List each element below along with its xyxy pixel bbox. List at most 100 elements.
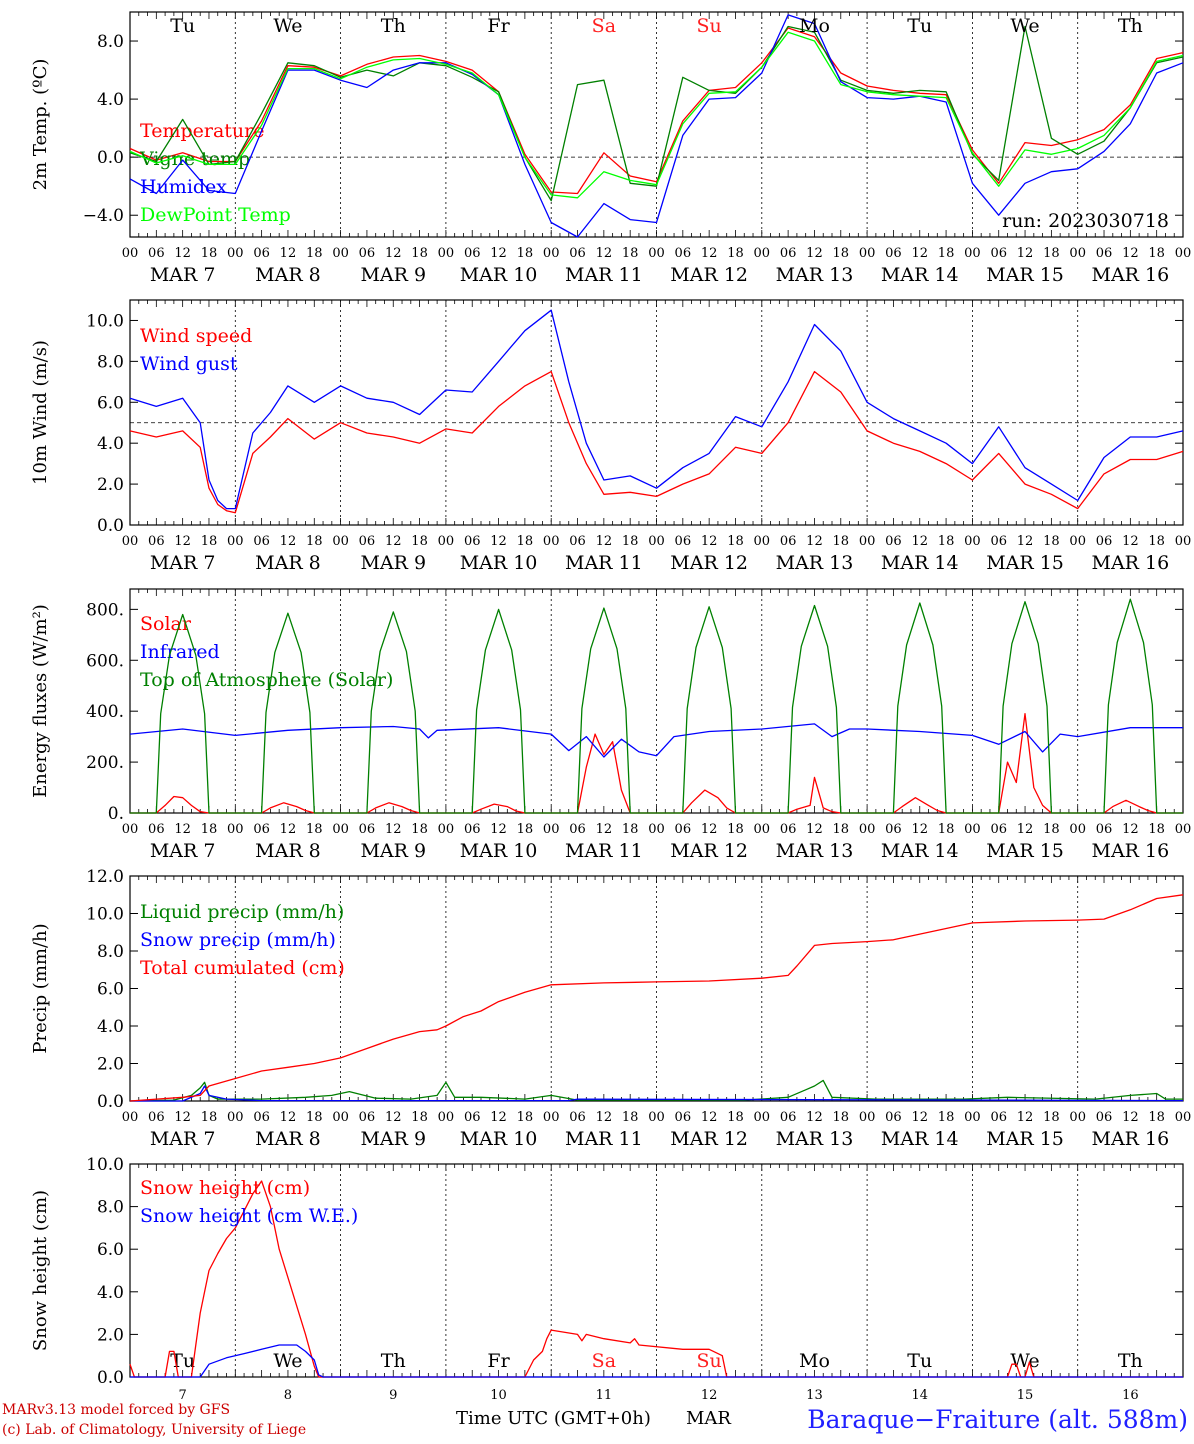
x-day-number: 11: [596, 1388, 613, 1403]
x-hour-label: 06: [780, 246, 797, 261]
y-axis-label: 2m Temp. (ºC): [30, 59, 51, 191]
x-hour-label: 00: [227, 1110, 244, 1125]
x-date-label: MAR 16: [1091, 264, 1169, 286]
x-date-label: MAR 11: [565, 840, 643, 862]
x-hour-label: 06: [675, 1110, 692, 1125]
day-name-label: Mo: [799, 15, 830, 37]
legend-entry: Wind speed: [140, 325, 252, 347]
x-hour-label: 06: [569, 1110, 586, 1125]
x-hour-label: 00: [227, 822, 244, 837]
x-day-number: 7: [179, 1388, 187, 1403]
x-hour-label: 06: [780, 822, 797, 837]
x-date-label: MAR 7: [150, 840, 216, 862]
y-tick-label: 600.: [86, 651, 124, 671]
x-hour-label: 12: [1017, 822, 1034, 837]
x-axis-month: MAR: [686, 1408, 731, 1429]
x-axis-title: Time UTC (GMT+0h): [456, 1408, 651, 1429]
day-name-label: We: [1010, 1350, 1039, 1372]
y-tick-label: 8.0: [97, 352, 124, 372]
x-hour-label: 18: [833, 246, 850, 261]
x-hour-label: 00: [1069, 246, 1086, 261]
y-axis-label: Snow height (cm): [30, 1190, 51, 1351]
x-hour-label: 00: [543, 822, 560, 837]
x-date-label: MAR 10: [460, 840, 538, 862]
x-hour-label: 12: [911, 534, 928, 549]
x-hour-label: 18: [517, 534, 534, 549]
y-axis-label: 10m Wind (m/s): [30, 340, 51, 485]
x-date-label: MAR 8: [255, 264, 321, 286]
x-hour-label: 00: [648, 1110, 665, 1125]
x-date-label: MAR 8: [255, 840, 321, 862]
series-line: [130, 713, 1183, 814]
day-name-label: Tu: [170, 15, 195, 37]
x-hour-label: 00: [1069, 1110, 1086, 1125]
x-hour-label: 06: [885, 246, 902, 261]
x-date-label: MAR 7: [150, 1128, 216, 1150]
legend-entry: Infrared: [140, 641, 220, 663]
series-line: [129, 309, 1184, 510]
x-hour-label: 12: [806, 534, 823, 549]
x-hour-label: 12: [596, 822, 613, 837]
x-hour-label: 00: [859, 1110, 876, 1125]
x-hour-label: 06: [1096, 1110, 1113, 1125]
x-hour-label: 12: [174, 246, 191, 261]
x-hour-label: 00: [964, 534, 981, 549]
y-tick-label: 0.0: [97, 1092, 124, 1112]
x-date-label: MAR 10: [460, 264, 538, 286]
x-hour-label: 18: [938, 534, 955, 549]
x-hour-label: 06: [990, 534, 1007, 549]
x-hour-label: 18: [1148, 534, 1165, 549]
x-hour-label: 06: [990, 1110, 1007, 1125]
x-hour-label: 18: [411, 534, 428, 549]
legend-entry: Snow height (cm W.E.): [140, 1205, 358, 1227]
footer-model-line: MARv3.13 model forced by GFS: [2, 1402, 230, 1418]
x-hour-label: 18: [1043, 246, 1060, 261]
y-tick-label: −4.0: [83, 206, 124, 226]
x-hour-label: 06: [148, 822, 165, 837]
y-tick-label: 6.0: [97, 1240, 124, 1260]
day-name-label: We: [273, 15, 302, 37]
x-hour-label: 18: [622, 246, 639, 261]
y-tick-label: 8.0: [97, 32, 124, 52]
x-hour-label: 06: [569, 246, 586, 261]
x-hour-label: 12: [911, 822, 928, 837]
y-tick-label: 8.0: [97, 942, 124, 962]
x-hour-label: 06: [990, 246, 1007, 261]
y-axis-label: Precip (mm/h): [30, 923, 51, 1053]
x-date-label: MAR 14: [881, 1128, 959, 1150]
x-hour-label: 18: [622, 534, 639, 549]
day-name-label: Th: [1118, 15, 1143, 37]
x-hour-label: 00: [122, 534, 139, 549]
x-hour-label: 00: [332, 1110, 349, 1125]
x-day-number: 12: [701, 1388, 718, 1403]
x-hour-label: 12: [174, 534, 191, 549]
x-date-label: MAR 10: [460, 1128, 538, 1150]
day-name-label: Sa: [592, 1350, 616, 1372]
x-hour-label: 06: [253, 246, 270, 261]
x-day-number: 8: [284, 1388, 292, 1403]
x-hour-label: 18: [201, 246, 218, 261]
x-date-label: MAR 9: [360, 264, 426, 286]
x-hour-label: 12: [1017, 246, 1034, 261]
y-tick-label: 4.0: [97, 1283, 124, 1303]
series-line: [129, 27, 1184, 195]
x-hour-label: 12: [385, 822, 402, 837]
x-hour-label: 00: [438, 1110, 455, 1125]
legend-entry: Solar: [140, 613, 192, 635]
x-date-label: MAR 15: [986, 264, 1064, 286]
x-date-label: MAR 9: [360, 552, 426, 574]
x-hour-label: 06: [885, 822, 902, 837]
x-hour-label: 18: [1043, 822, 1060, 837]
x-hour-label: 18: [622, 1110, 639, 1125]
x-hour-label: 12: [911, 1110, 928, 1125]
day-name-label: Mo: [799, 1350, 830, 1372]
x-hour-label: 00: [543, 1110, 560, 1125]
legend-entry: Snow height (cm): [140, 1177, 310, 1199]
x-hour-label: 18: [517, 822, 534, 837]
x-hour-label: 06: [464, 534, 481, 549]
x-date-label: MAR 13: [776, 552, 854, 574]
x-hour-label: 12: [1122, 822, 1139, 837]
y-tick-label: 4.0: [97, 434, 124, 454]
y-tick-label: 6.0: [97, 393, 124, 413]
